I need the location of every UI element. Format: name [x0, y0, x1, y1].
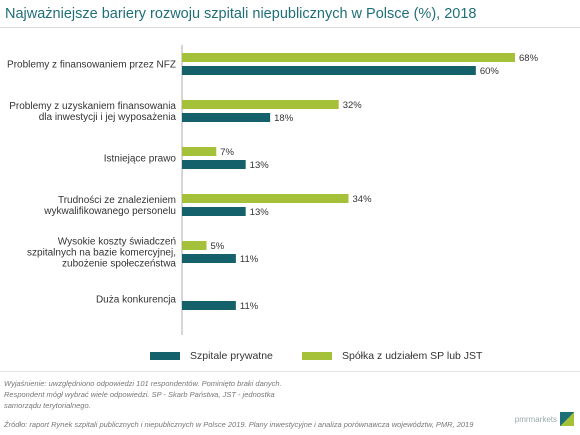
category-label: Problemy z finansowaniem przez NFZ	[7, 60, 176, 71]
bar	[182, 113, 271, 122]
data-label: 60%	[480, 66, 500, 77]
footer-divider	[0, 371, 580, 372]
data-label: 68%	[519, 53, 539, 64]
legend-item-private: Szpitale prywatne	[150, 350, 273, 362]
category-label: Istniejące prawo	[104, 154, 177, 165]
data-label: 11%	[240, 254, 259, 265]
logo-text: pmrmarkets	[514, 414, 557, 424]
legend: Szpitale prywatne Spółka z udziałem SP l…	[0, 350, 580, 366]
bar	[182, 254, 236, 263]
bar	[182, 241, 207, 250]
bar	[182, 100, 339, 109]
data-label: 11%	[240, 301, 259, 312]
bar-chart: Problemy z finansowaniem przez NFZ 68% 60%…	[7, 45, 539, 335]
category-label: zubożenie społeczeństwa	[62, 259, 176, 270]
title-rule	[0, 27, 580, 28]
bar	[182, 301, 236, 310]
logo-mark-icon	[560, 412, 574, 426]
category-label: szpitalnych na bazie komercyjnej,	[27, 248, 176, 259]
data-label: 13%	[250, 207, 270, 218]
footnote: Wyjaśnienie: uwzględniono odpowiedzi 101…	[4, 379, 282, 410]
data-label: 5%	[210, 241, 224, 252]
category-label: Duża konkurencja	[96, 295, 176, 306]
category-label: Problemy z uzyskaniem finansowania	[9, 101, 176, 112]
legend-label-private: Szpitale prywatne	[190, 350, 273, 362]
legend-swatch-sp-share	[302, 352, 332, 360]
category-label: Wysokie koszty świadczeń	[58, 237, 176, 248]
category-label: wykwalifikowanego personelu	[43, 206, 176, 217]
chart-title: Najważniejsze bariery rozwoju szpitali n…	[5, 6, 477, 22]
data-label: 13%	[250, 160, 270, 171]
legend-label-sp-share: Spółka z udziałem SP lub JST	[342, 350, 483, 362]
data-label: 18%	[274, 113, 294, 124]
data-label: 7%	[220, 147, 234, 158]
bar	[182, 53, 515, 62]
source-note: Źródło: raport Rynek szpitali publicznyc…	[4, 420, 474, 429]
bar	[182, 147, 217, 156]
legend-item-sp-share: Spółka z udziałem SP lub JST	[302, 350, 482, 362]
data-label: 34%	[353, 194, 373, 205]
pmr-logo: pmrmarkets	[515, 412, 574, 426]
category-label: Trudności ze znalezieniem	[58, 195, 176, 206]
legend-swatch-private	[150, 352, 180, 360]
bar	[182, 160, 246, 169]
category-label: dla inwestycji i jej wyposażenia	[39, 112, 177, 123]
data-label: 32%	[343, 100, 363, 111]
bar	[182, 207, 246, 216]
bar	[182, 194, 349, 203]
bar	[182, 66, 476, 75]
